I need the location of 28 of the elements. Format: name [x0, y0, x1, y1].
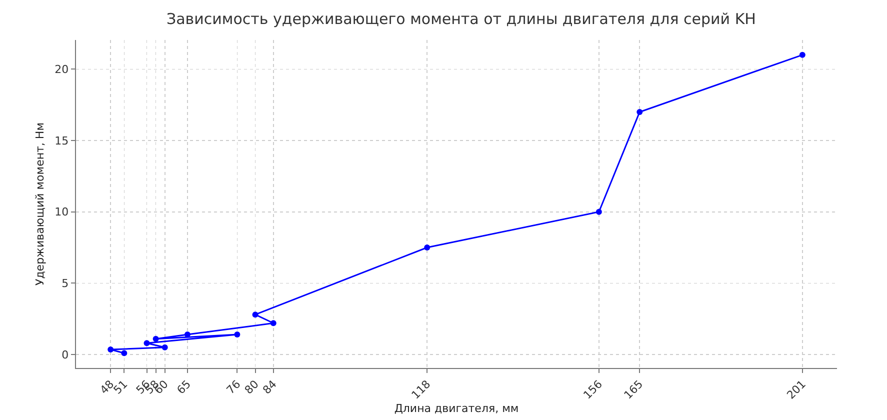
- x-tick-label: 201: [784, 378, 808, 402]
- y-tick-label: 10: [54, 206, 69, 219]
- point: [144, 340, 150, 346]
- x-tick-label: 65: [174, 378, 194, 397]
- x-tick-label: 84: [260, 378, 280, 397]
- y-tick-label: 5: [62, 277, 69, 290]
- point: [234, 332, 240, 338]
- point: [162, 344, 168, 350]
- point: [424, 244, 430, 251]
- x-tick-label: 76: [224, 378, 244, 397]
- point: [270, 320, 276, 326]
- x-tick-label: 165: [622, 378, 646, 402]
- y-tick-label: 15: [54, 134, 69, 148]
- point: [108, 346, 114, 353]
- y-tick-label: 0: [62, 348, 69, 362]
- point: [596, 208, 602, 215]
- chart-title: Зависимость удерживающего момента от длины двигателя для серий KH: [166, 10, 756, 28]
- y-axis-title: Удерживающий момент, Нм: [33, 122, 46, 286]
- point: [252, 312, 258, 318]
- x-tick-label: 118: [409, 378, 434, 402]
- point: [121, 350, 128, 356]
- x-tick-label: 156: [580, 378, 605, 402]
- y-tick-label: 20: [54, 63, 69, 76]
- point: [152, 336, 159, 342]
- x-axis-title: Длина двигателя, мм: [394, 402, 519, 415]
- point: [636, 108, 643, 115]
- point: [799, 52, 806, 58]
- x-tick-label: 80: [242, 378, 262, 397]
